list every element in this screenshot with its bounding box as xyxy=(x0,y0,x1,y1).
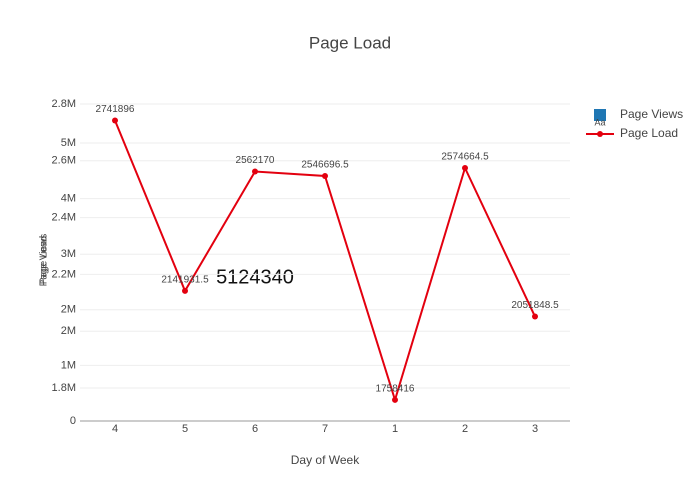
x-tick-label: 3 xyxy=(532,423,538,435)
y-tick-label: 2.8M xyxy=(52,98,76,110)
y-tick-label: 5M xyxy=(61,137,76,149)
y-tick-label: 3M xyxy=(61,248,76,260)
point xyxy=(392,396,398,403)
value-label: 2562170 xyxy=(236,155,275,166)
point xyxy=(322,172,328,179)
y-tick-label: 1M xyxy=(61,359,76,371)
value-label: 2141931.5 xyxy=(161,275,209,286)
point xyxy=(532,313,538,320)
y-tick-label: 2.2M xyxy=(52,268,76,280)
x-tick-label: 5 xyxy=(182,423,188,435)
value-label: 2741896 xyxy=(96,104,135,115)
legend-swatch xyxy=(594,109,606,121)
y-tick-label: 2M xyxy=(61,325,76,337)
annotation: 5124340 xyxy=(216,266,294,288)
x-axis-title: Day of Week xyxy=(291,453,360,467)
value-label: 1758416 xyxy=(376,384,415,395)
point xyxy=(182,287,188,294)
legend-marker xyxy=(597,131,603,137)
y-tick-label: 0 xyxy=(70,415,76,427)
point xyxy=(112,117,118,124)
y-tick-label: 4M xyxy=(61,193,76,205)
x-tick-label: 7 xyxy=(322,423,328,435)
value-label: 2546696.5 xyxy=(301,160,349,171)
legend-label: Page Views xyxy=(620,107,683,121)
y-tick-label: 2.4M xyxy=(52,212,76,224)
chart-title: Page Load xyxy=(309,33,391,52)
y2-axis-title: Page Load xyxy=(39,236,50,284)
point xyxy=(462,165,468,172)
y-tick-label: 1.8M xyxy=(52,382,76,394)
value-label: 2051848.5 xyxy=(511,300,559,311)
point xyxy=(252,168,258,175)
y-axis-title: Page Views xyxy=(39,234,50,287)
y-tick-label: 2M xyxy=(61,304,76,316)
x-tick-label: 4 xyxy=(112,423,118,435)
x-tick-label: 1 xyxy=(392,423,398,435)
legend-label: Page Load xyxy=(620,126,678,140)
legend-symbol: Aa xyxy=(594,117,605,127)
x-tick-label: 2 xyxy=(462,423,468,435)
y-tick-label: 2.6M xyxy=(52,155,76,167)
x-tick-label: 6 xyxy=(252,423,258,435)
value-label: 2574664.5 xyxy=(441,152,489,163)
